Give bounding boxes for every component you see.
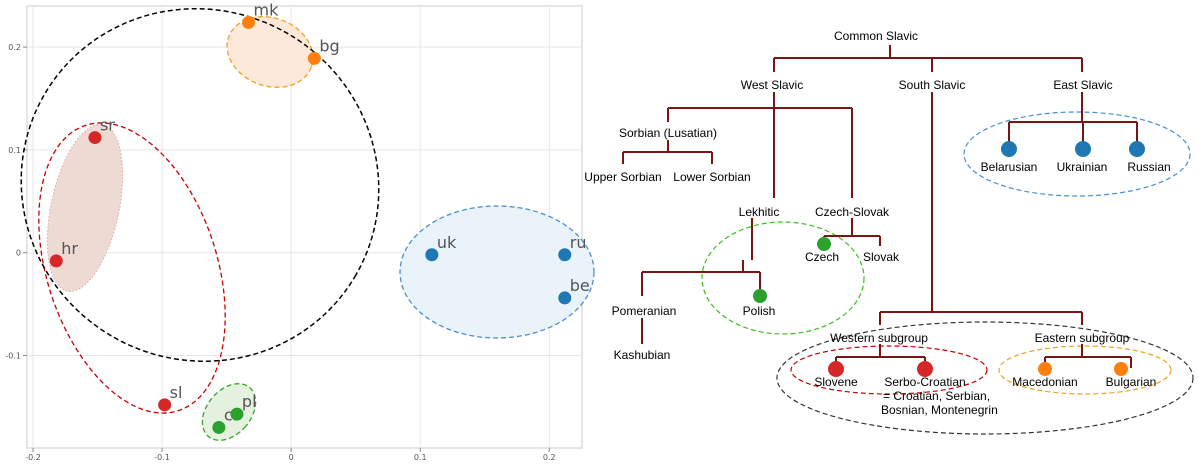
point-label-ru: ru bbox=[570, 233, 587, 252]
x-tick-label: 0 bbox=[289, 453, 294, 462]
tree-branches bbox=[622, 45, 1138, 368]
x-tick-label: 0.1 bbox=[414, 453, 427, 462]
scatter-points: mkbgsrhrslcsplukrube bbox=[49, 0, 590, 434]
point-label-hr: hr bbox=[61, 239, 78, 258]
cluster-south-ellipse bbox=[20, 7, 380, 363]
node-czech-slovak: Czech-Slovak bbox=[815, 205, 890, 219]
axis-ticks: -0.2 -0.1 0 0.1 0.2 0.2 0.1 0 -0.1 bbox=[5, 43, 555, 462]
slavic-tree: Common Slavic West Slavic South Slavic E… bbox=[584, 29, 1194, 435]
node-western-subgroup: Western subgroup bbox=[830, 331, 928, 345]
node-common-slavic: Common Slavic bbox=[834, 29, 918, 43]
node-slovene: Slovene bbox=[814, 375, 858, 389]
y-tick-label: 0 bbox=[16, 249, 21, 258]
point-label-sr: sr bbox=[100, 116, 115, 135]
node-upper-sorbian: Upper Sorbian bbox=[584, 170, 661, 184]
macedonian-dot bbox=[1038, 362, 1052, 376]
node-macedonian: Macedonian bbox=[1012, 375, 1077, 389]
ukrainian-dot bbox=[1075, 141, 1091, 157]
node-polish: Polish bbox=[743, 304, 776, 318]
point-label-bg: bg bbox=[319, 36, 339, 55]
x-tick-label: -0.1 bbox=[154, 453, 170, 462]
lekhitic-czech-ellipse bbox=[701, 221, 865, 335]
point-hr bbox=[49, 254, 63, 268]
serbo-croatian-dot bbox=[917, 361, 933, 377]
node-serbo-croatian-note-2: Bosnian, Montenegrin bbox=[881, 403, 998, 417]
cluster-red-ellipse bbox=[38, 122, 226, 414]
point-label-be: be bbox=[570, 276, 590, 295]
point-sr bbox=[88, 131, 102, 145]
scatter-plot: -0.2-0.100.10.20.20.10-0.1 mkbgsrhrslcsp… bbox=[5, 0, 595, 462]
x-tick-label: -0.2 bbox=[25, 453, 41, 462]
belarusian-dot bbox=[1001, 141, 1017, 157]
point-mk bbox=[242, 15, 256, 29]
y-tick-label: 0.2 bbox=[8, 43, 21, 52]
node-slovak: Slovak bbox=[863, 250, 900, 264]
node-eastern-subgroup: Eastern subgroup bbox=[1035, 331, 1130, 345]
point-uk bbox=[425, 248, 439, 262]
czech-dot bbox=[817, 237, 831, 251]
russian-dot bbox=[1129, 141, 1145, 157]
node-pomeranian: Pomeranian bbox=[612, 304, 677, 318]
node-czech: Czech bbox=[805, 250, 839, 264]
point-cs bbox=[212, 420, 226, 434]
y-tick-label: 0.1 bbox=[8, 146, 21, 155]
point-pl bbox=[230, 407, 244, 421]
point-be bbox=[558, 291, 572, 305]
node-lekhitic: Lekhitic bbox=[739, 205, 780, 219]
slovene-dot bbox=[828, 361, 844, 377]
eastern-subgroup-ellipse bbox=[998, 345, 1172, 395]
y-tick-label: -0.1 bbox=[5, 351, 21, 360]
east-slavic-group-ellipse bbox=[963, 111, 1191, 197]
bulgarian-dot bbox=[1114, 362, 1128, 376]
node-ukrainian: Ukrainian bbox=[1057, 160, 1108, 174]
point-label-mk: mk bbox=[254, 0, 280, 19]
cluster-mk-bg-ellipse bbox=[226, 16, 314, 88]
node-lower-sorbian: Lower Sorbian bbox=[673, 170, 750, 184]
node-serbo-croatian: Serbo-Croatian bbox=[884, 375, 965, 389]
node-east-slavic: East Slavic bbox=[1053, 78, 1112, 92]
node-serbo-croatian-note-1: = Croatian, Serbian, bbox=[883, 389, 990, 403]
node-russian: Russian bbox=[1127, 160, 1170, 174]
node-bulgarian: Bulgarian bbox=[1106, 375, 1157, 389]
point-label-sl: sl bbox=[170, 383, 183, 402]
node-kashubian: Kashubian bbox=[614, 348, 671, 362]
point-ru bbox=[558, 248, 572, 262]
node-west-slavic: West Slavic bbox=[741, 78, 803, 92]
node-south-slavic: South Slavic bbox=[899, 78, 966, 92]
node-sorbian: Sorbian (Lusatian) bbox=[619, 126, 717, 140]
node-belarusian: Belarusian bbox=[981, 160, 1038, 174]
polish-dot bbox=[753, 289, 767, 303]
western-subgroup-ellipse bbox=[790, 345, 988, 395]
south-subgroups-ellipse bbox=[776, 321, 1194, 435]
point-bg bbox=[307, 51, 321, 65]
x-tick-label: 0.2 bbox=[543, 453, 556, 462]
cluster-sr-hr-ellipse bbox=[46, 124, 124, 292]
point-sl bbox=[158, 398, 172, 412]
point-label-uk: uk bbox=[437, 233, 457, 252]
cluster-east-ellipse bbox=[399, 205, 595, 339]
point-label-pl: pl bbox=[242, 392, 257, 411]
